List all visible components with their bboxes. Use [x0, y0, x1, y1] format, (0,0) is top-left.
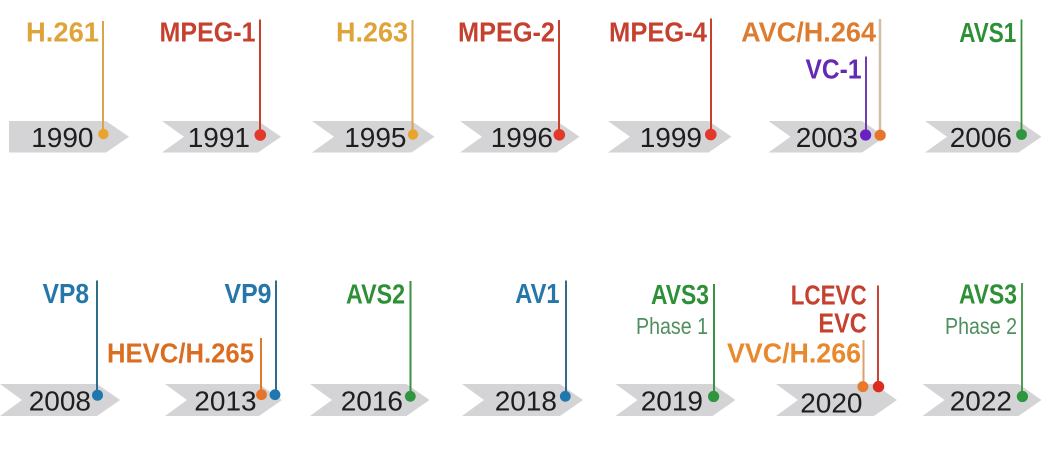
svg-text:2018: 2018 — [495, 386, 557, 417]
svg-text:2019: 2019 — [641, 386, 703, 417]
svg-text:AVC/H.264: AVC/H.264 — [741, 16, 877, 48]
svg-text:1996: 1996 — [491, 122, 553, 153]
svg-text:2006: 2006 — [950, 122, 1012, 153]
svg-text:AVS2: AVS2 — [346, 280, 405, 310]
svg-text:2020: 2020 — [800, 388, 862, 419]
svg-text:1990: 1990 — [31, 122, 93, 153]
svg-text:HEVC/H.265: HEVC/H.265 — [107, 337, 254, 368]
svg-text:2022: 2022 — [950, 386, 1012, 417]
svg-text:Phase 1: Phase 1 — [636, 314, 708, 340]
svg-text:EVC: EVC — [818, 309, 866, 339]
svg-text:1995: 1995 — [344, 122, 406, 153]
svg-text:AVS3: AVS3 — [959, 279, 1017, 310]
svg-text:MPEG-2: MPEG-2 — [458, 16, 555, 47]
svg-text:1991: 1991 — [188, 122, 250, 153]
svg-text:MPEG-4: MPEG-4 — [609, 16, 707, 47]
svg-text:MPEG-1: MPEG-1 — [160, 16, 256, 48]
svg-text:2016: 2016 — [341, 386, 403, 417]
svg-text:VP9: VP9 — [225, 278, 272, 310]
svg-text:2008: 2008 — [29, 386, 91, 417]
svg-text:VC-1: VC-1 — [806, 53, 862, 85]
svg-text:AV1: AV1 — [515, 279, 559, 309]
svg-text:2013: 2013 — [194, 386, 256, 417]
svg-text:H.261: H.261 — [26, 16, 99, 47]
svg-text:1999: 1999 — [640, 122, 702, 153]
svg-text:LCEVC: LCEVC — [791, 280, 867, 311]
svg-text:VP8: VP8 — [43, 277, 89, 309]
svg-text:2003: 2003 — [796, 122, 858, 153]
svg-text:AVS1: AVS1 — [959, 18, 1016, 49]
svg-text:Phase 2: Phase 2 — [945, 314, 1017, 340]
svg-text:AVS3: AVS3 — [651, 280, 709, 311]
svg-text:VVC/H.266: VVC/H.266 — [727, 337, 861, 369]
svg-text:H.263: H.263 — [336, 16, 408, 48]
